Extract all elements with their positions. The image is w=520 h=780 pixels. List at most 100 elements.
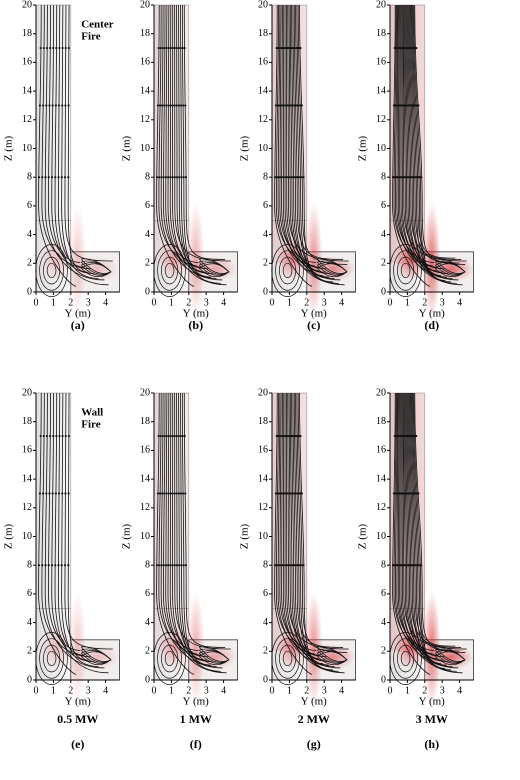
- heat: [69, 203, 87, 318]
- arrow: [299, 176, 302, 179]
- streamline: [292, 4, 329, 278]
- y-tick-label: 16: [140, 445, 150, 456]
- arrow: [285, 176, 288, 179]
- y-tick-label: 16: [258, 445, 268, 456]
- arrow: [45, 492, 48, 495]
- y-tick-label: 18: [376, 28, 386, 39]
- y-tick-label: 20: [22, 387, 32, 398]
- streamline: [401, 392, 453, 667]
- streamline: [181, 4, 211, 278]
- panel-label: (c): [307, 318, 320, 332]
- vortex: [161, 644, 179, 673]
- vortex: [35, 632, 68, 685]
- arrow: [61, 492, 64, 495]
- streamline: [61, 392, 99, 667]
- arrow: [283, 104, 287, 107]
- y-tick-label: 18: [376, 416, 386, 427]
- y-tick-label: 20: [140, 0, 150, 10]
- streamline: [169, 4, 203, 268]
- arrow: [290, 104, 293, 107]
- room-loop: [80, 646, 112, 662]
- y-tick-label: 18: [22, 416, 32, 427]
- panel-label: (g): [307, 737, 321, 751]
- arrow: [161, 492, 164, 495]
- streamline: [289, 392, 339, 672]
- x-axis-label: Y (m): [301, 308, 328, 320]
- arrow: [300, 492, 303, 495]
- streamline: [412, 4, 432, 270]
- arrow: [179, 492, 183, 495]
- x-tick-label: 4: [339, 297, 344, 308]
- streamline: [404, 392, 457, 672]
- arrow: [160, 564, 163, 567]
- x-tick-label: 0: [34, 685, 39, 696]
- y-tick-label: 4: [263, 229, 268, 240]
- vortex: [389, 632, 422, 685]
- vortex: [35, 244, 68, 297]
- arrow: [37, 564, 41, 567]
- vortex: [400, 262, 411, 278]
- y-tick-label: 0: [27, 674, 32, 685]
- arrow: [297, 564, 300, 567]
- arrow: [50, 564, 54, 567]
- y-axis-label: Z (m): [121, 135, 133, 161]
- y-tick-label: 18: [140, 28, 150, 39]
- y-tick-label: 6: [27, 200, 32, 211]
- arrow: [44, 176, 47, 179]
- arrow: [175, 564, 179, 567]
- arrow: [48, 434, 52, 438]
- y-tick-label: 4: [263, 617, 268, 628]
- streamline: [167, 4, 227, 286]
- x-tick-label: 3: [322, 297, 327, 308]
- heat: [187, 591, 205, 706]
- arrow: [54, 492, 57, 495]
- y-axis-label: Z (m): [121, 523, 133, 549]
- arrow: [48, 492, 51, 495]
- streamline: [404, 4, 457, 284]
- y-tick-label: 10: [22, 143, 32, 154]
- arrow: [54, 564, 57, 567]
- arrow: [52, 46, 55, 50]
- y-tick-label: 0: [381, 286, 386, 297]
- streamline: [397, 4, 449, 275]
- y-tick-label: 4: [381, 229, 386, 240]
- y-tick-label: 6: [381, 588, 386, 599]
- arrow: [297, 176, 300, 179]
- annotation: Fire: [81, 419, 100, 431]
- x-tick-label: 3: [204, 685, 209, 696]
- arrow: [173, 492, 176, 495]
- vortex: [279, 256, 297, 285]
- y-tick-label: 14: [258, 85, 268, 96]
- arrow: [279, 492, 282, 495]
- arrow: [282, 104, 285, 107]
- arrow: [163, 434, 166, 438]
- arrow: [175, 176, 179, 179]
- arrow: [60, 176, 63, 179]
- streamline: [169, 392, 203, 656]
- streamline: [277, 4, 341, 281]
- arrow: [178, 176, 181, 179]
- streamline: [413, 392, 446, 669]
- arrow: [276, 104, 279, 107]
- arrow: [293, 104, 296, 107]
- arrow: [61, 104, 64, 107]
- heat: [41, 237, 73, 281]
- vortex: [397, 256, 415, 285]
- arrow: [277, 176, 280, 179]
- streamline: [67, 4, 89, 273]
- arrow: [163, 46, 166, 50]
- arrow: [415, 46, 418, 50]
- x-axis-label: Y (m): [301, 696, 328, 708]
- arrow: [51, 104, 54, 107]
- arrow: [279, 104, 282, 107]
- streamline: [293, 392, 344, 648]
- streamline: [402, 392, 467, 650]
- streamline: [176, 392, 207, 661]
- arrow: [57, 492, 61, 495]
- streamline: [297, 4, 348, 265]
